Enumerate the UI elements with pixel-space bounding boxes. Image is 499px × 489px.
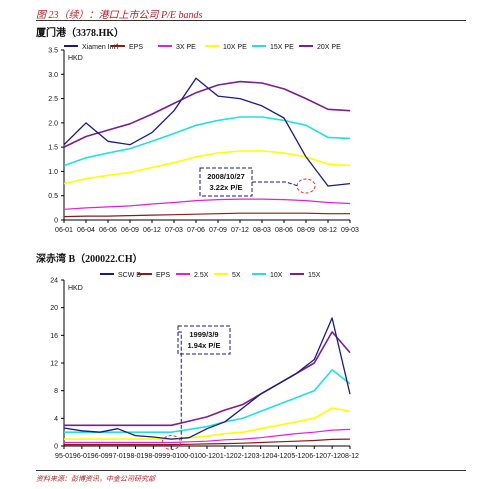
legend-label: 10X PE	[223, 44, 247, 51]
legend-label: Xiamen Int'l	[82, 44, 119, 51]
series-line	[63, 80, 351, 148]
y-tick-label: 8	[54, 388, 58, 395]
series-line	[63, 317, 351, 440]
annotation-circle	[161, 435, 181, 451]
annotation-box	[199, 167, 253, 197]
annotation-leader	[178, 331, 182, 441]
x-tick-label: 07-06	[187, 227, 205, 234]
x-tick-label: 08-06	[275, 227, 293, 234]
x-tick-label: 03-12	[252, 453, 270, 460]
x-tick-label: 08-09	[297, 227, 315, 234]
y-tick-label: 0	[54, 218, 58, 225]
x-tick-label: 96-01	[73, 453, 91, 460]
legend-label: 15X	[308, 272, 321, 279]
y-tick-label: 2.0	[48, 120, 58, 127]
x-tick-label: 98-01	[127, 453, 145, 460]
y-axis-label: HKD	[68, 285, 83, 292]
x-tick-label: 97-01	[109, 453, 127, 460]
bottom-rule	[36, 470, 466, 471]
x-tick-label: 05-12	[287, 453, 305, 460]
x-tick-label: 06-06	[99, 227, 117, 234]
x-tick-label: 06-09	[121, 227, 139, 234]
source-note: 资料来源：彭博资讯，中金公司研究部	[36, 475, 155, 483]
y-tick-label: 4	[54, 416, 58, 423]
series-line	[63, 198, 351, 210]
legend-label: 20X PE	[317, 44, 341, 51]
chart1-title: 厦门港（3378.HK）	[36, 28, 125, 39]
x-tick-label: 00-12	[198, 453, 216, 460]
x-tick-label: 07-12	[231, 227, 249, 234]
x-tick-label: 08-12	[341, 453, 359, 460]
x-tick-label: 95-01	[55, 453, 73, 460]
x-tick-label: 01-12	[216, 453, 234, 460]
legend-label: SCW B	[118, 272, 141, 279]
x-tick-label: 96-09	[91, 453, 109, 460]
x-tick-label: 08-12	[319, 227, 337, 234]
x-tick-label: 07-03	[165, 227, 183, 234]
annotation-text: 2008/10/27	[207, 172, 245, 181]
x-tick-label: 06-12	[305, 453, 323, 460]
series-line	[63, 77, 351, 187]
annotation-circle	[296, 178, 316, 194]
annotation-text: 3.22x P/E	[210, 183, 243, 192]
series-line	[63, 116, 351, 167]
x-tick-label: 00-01	[180, 453, 198, 460]
x-tick-label: 07-09	[209, 227, 227, 234]
x-tick-label: 06-01	[55, 227, 73, 234]
y-tick-label: 16	[50, 333, 58, 340]
x-tick-label: 08-03	[253, 227, 271, 234]
y-tick-label: 3.5	[48, 48, 58, 55]
legend-label: 3X PE	[176, 44, 196, 51]
annotation-box	[177, 325, 231, 355]
series-line	[63, 150, 351, 185]
series-line	[64, 438, 351, 446]
legend-label: 15X PE	[270, 44, 294, 51]
series-line	[64, 331, 351, 427]
y-tick-label: 24	[50, 278, 58, 285]
y-axis-label: HKD	[68, 55, 83, 62]
legend-label: EPS	[156, 272, 170, 279]
legend-label: EPS	[129, 44, 143, 51]
chart-xiamen-port: Xiamen Int'l EPS 3X PE 10X PE 15X PE 20X PE HK…	[48, 44, 359, 234]
series-line	[64, 428, 351, 444]
y-tick-label: 0.5	[48, 193, 58, 200]
y-tick-label: 1.5	[48, 145, 58, 152]
figure-title: 图 23（续）：港口上市公司 P/E bands	[36, 10, 203, 21]
x-tick-label: 07-12	[323, 453, 341, 460]
y-tick-label: 1.0	[48, 169, 58, 176]
legend-label: 5X	[232, 272, 241, 279]
series-line	[64, 407, 351, 440]
legend-label: 10X	[270, 272, 283, 279]
annotation-leader	[252, 181, 299, 187]
legend-label: 2.5X	[194, 272, 209, 279]
top-rule	[36, 20, 466, 21]
x-tick-label: 02-12	[234, 453, 252, 460]
x-tick-label: 06-04	[77, 227, 95, 234]
y-tick-label: 0	[54, 444, 58, 451]
x-tick-label: 98-09	[144, 453, 162, 460]
x-tick-label: 06-12	[143, 227, 161, 234]
x-tick-label: 99-01	[162, 453, 180, 460]
series-line	[64, 369, 351, 433]
annotation-text: 1.94x P/E	[188, 341, 221, 350]
y-tick-label: 2.5	[48, 96, 58, 103]
x-tick-label: 09-03	[341, 227, 359, 234]
y-tick-label: 12	[50, 361, 58, 368]
series-line	[63, 212, 350, 218]
annotation-text: 1999/3/9	[189, 330, 218, 339]
y-tick-label: 20	[50, 305, 58, 312]
chart2-title: 深赤湾 B（200022.CH）	[36, 254, 143, 265]
y-tick-label: 3.0	[48, 72, 58, 79]
x-tick-label: 04-12	[270, 453, 288, 460]
